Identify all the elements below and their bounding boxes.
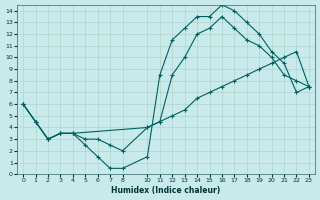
X-axis label: Humidex (Indice chaleur): Humidex (Indice chaleur)	[111, 186, 221, 195]
